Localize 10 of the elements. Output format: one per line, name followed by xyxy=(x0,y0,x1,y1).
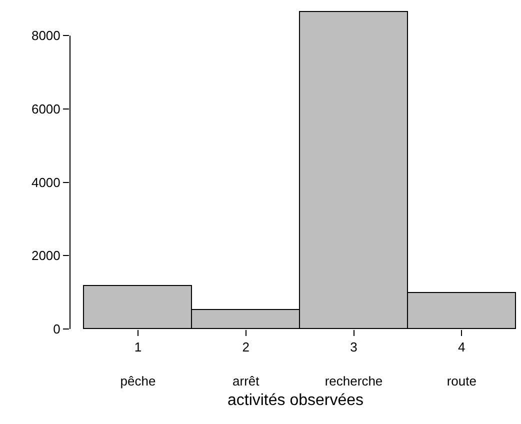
category-label: 2 arrêt xyxy=(232,340,260,388)
category-label: 1 pêche xyxy=(120,340,156,388)
y-tick-label: 8000 xyxy=(31,28,60,44)
y-tick-label: 6000 xyxy=(31,102,60,117)
x-axis-title: activités observées xyxy=(227,392,364,410)
y-tick-label: 0 xyxy=(53,322,60,337)
y-tick-label: 4000 xyxy=(31,174,60,190)
category-label: 3 recherche xyxy=(324,340,383,388)
y-tick-label: 2000 xyxy=(31,248,60,264)
category-label: 4 route xyxy=(446,340,476,388)
